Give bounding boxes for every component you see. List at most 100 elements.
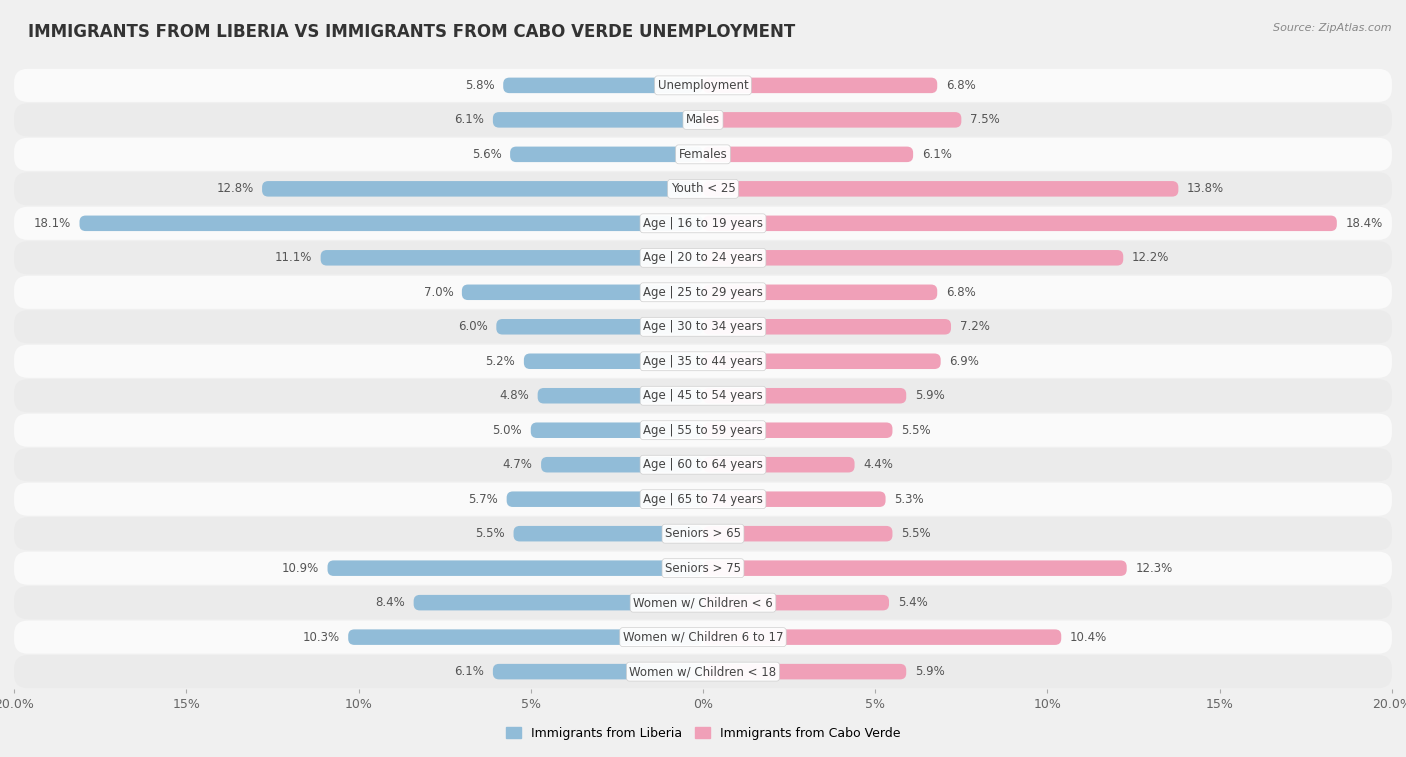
- Text: 10.4%: 10.4%: [1070, 631, 1107, 643]
- FancyBboxPatch shape: [328, 560, 703, 576]
- Text: Females: Females: [679, 148, 727, 160]
- FancyBboxPatch shape: [494, 664, 703, 679]
- Text: 11.1%: 11.1%: [274, 251, 312, 264]
- FancyBboxPatch shape: [524, 354, 703, 369]
- FancyBboxPatch shape: [349, 629, 703, 645]
- FancyBboxPatch shape: [14, 69, 1392, 102]
- FancyBboxPatch shape: [14, 621, 1392, 654]
- Text: 5.7%: 5.7%: [468, 493, 498, 506]
- Text: Women w/ Children < 18: Women w/ Children < 18: [630, 665, 776, 678]
- Text: Age | 35 to 44 years: Age | 35 to 44 years: [643, 355, 763, 368]
- Text: Youth < 25: Youth < 25: [671, 182, 735, 195]
- FancyBboxPatch shape: [703, 319, 950, 335]
- FancyBboxPatch shape: [413, 595, 703, 610]
- Text: 5.5%: 5.5%: [475, 527, 505, 540]
- Text: Source: ZipAtlas.com: Source: ZipAtlas.com: [1274, 23, 1392, 33]
- Text: 13.8%: 13.8%: [1187, 182, 1225, 195]
- Text: 7.5%: 7.5%: [970, 114, 1000, 126]
- Text: Age | 65 to 74 years: Age | 65 to 74 years: [643, 493, 763, 506]
- FancyBboxPatch shape: [703, 560, 1126, 576]
- FancyBboxPatch shape: [14, 344, 1392, 378]
- Text: 6.1%: 6.1%: [922, 148, 952, 160]
- Text: 4.7%: 4.7%: [502, 458, 533, 471]
- Text: Age | 45 to 54 years: Age | 45 to 54 years: [643, 389, 763, 402]
- Text: Age | 60 to 64 years: Age | 60 to 64 years: [643, 458, 763, 471]
- FancyBboxPatch shape: [703, 526, 893, 541]
- FancyBboxPatch shape: [703, 78, 938, 93]
- FancyBboxPatch shape: [703, 595, 889, 610]
- FancyBboxPatch shape: [703, 457, 855, 472]
- FancyBboxPatch shape: [703, 388, 907, 403]
- Text: 6.1%: 6.1%: [454, 114, 484, 126]
- FancyBboxPatch shape: [503, 78, 703, 93]
- FancyBboxPatch shape: [703, 147, 912, 162]
- Text: 12.2%: 12.2%: [1132, 251, 1170, 264]
- Text: Seniors > 75: Seniors > 75: [665, 562, 741, 575]
- FancyBboxPatch shape: [703, 422, 893, 438]
- Text: Age | 16 to 19 years: Age | 16 to 19 years: [643, 217, 763, 230]
- Text: 7.2%: 7.2%: [960, 320, 990, 333]
- Text: 5.2%: 5.2%: [485, 355, 515, 368]
- Text: 5.8%: 5.8%: [465, 79, 495, 92]
- FancyBboxPatch shape: [14, 310, 1392, 344]
- Text: 5.0%: 5.0%: [492, 424, 522, 437]
- FancyBboxPatch shape: [461, 285, 703, 300]
- FancyBboxPatch shape: [14, 207, 1392, 240]
- FancyBboxPatch shape: [703, 664, 907, 679]
- Text: 6.0%: 6.0%: [458, 320, 488, 333]
- FancyBboxPatch shape: [531, 422, 703, 438]
- FancyBboxPatch shape: [506, 491, 703, 507]
- Text: Unemployment: Unemployment: [658, 79, 748, 92]
- Text: 6.8%: 6.8%: [946, 286, 976, 299]
- FancyBboxPatch shape: [14, 483, 1392, 516]
- Text: Age | 55 to 59 years: Age | 55 to 59 years: [643, 424, 763, 437]
- FancyBboxPatch shape: [14, 276, 1392, 309]
- FancyBboxPatch shape: [703, 181, 1178, 197]
- Text: Age | 20 to 24 years: Age | 20 to 24 years: [643, 251, 763, 264]
- FancyBboxPatch shape: [14, 517, 1392, 550]
- FancyBboxPatch shape: [14, 138, 1392, 171]
- FancyBboxPatch shape: [494, 112, 703, 128]
- FancyBboxPatch shape: [321, 250, 703, 266]
- Text: 4.4%: 4.4%: [863, 458, 893, 471]
- FancyBboxPatch shape: [14, 655, 1392, 688]
- Text: 5.9%: 5.9%: [915, 389, 945, 402]
- FancyBboxPatch shape: [703, 491, 886, 507]
- Text: 10.9%: 10.9%: [281, 562, 319, 575]
- FancyBboxPatch shape: [14, 379, 1392, 413]
- Text: 18.1%: 18.1%: [34, 217, 70, 230]
- FancyBboxPatch shape: [262, 181, 703, 197]
- Text: 4.8%: 4.8%: [499, 389, 529, 402]
- Text: 18.4%: 18.4%: [1346, 217, 1382, 230]
- FancyBboxPatch shape: [14, 103, 1392, 136]
- Text: 5.9%: 5.9%: [915, 665, 945, 678]
- Text: 8.4%: 8.4%: [375, 597, 405, 609]
- FancyBboxPatch shape: [510, 147, 703, 162]
- FancyBboxPatch shape: [14, 586, 1392, 619]
- Text: 6.8%: 6.8%: [946, 79, 976, 92]
- Text: 7.0%: 7.0%: [423, 286, 453, 299]
- Text: Seniors > 65: Seniors > 65: [665, 527, 741, 540]
- FancyBboxPatch shape: [537, 388, 703, 403]
- Text: 10.3%: 10.3%: [302, 631, 340, 643]
- FancyBboxPatch shape: [80, 216, 703, 231]
- Text: Age | 30 to 34 years: Age | 30 to 34 years: [643, 320, 763, 333]
- FancyBboxPatch shape: [14, 173, 1392, 205]
- Text: Women w/ Children < 6: Women w/ Children < 6: [633, 597, 773, 609]
- Text: 5.3%: 5.3%: [894, 493, 924, 506]
- Text: Males: Males: [686, 114, 720, 126]
- Text: 6.9%: 6.9%: [949, 355, 979, 368]
- Legend: Immigrants from Liberia, Immigrants from Cabo Verde: Immigrants from Liberia, Immigrants from…: [501, 721, 905, 745]
- FancyBboxPatch shape: [541, 457, 703, 472]
- FancyBboxPatch shape: [513, 526, 703, 541]
- FancyBboxPatch shape: [703, 216, 1337, 231]
- FancyBboxPatch shape: [703, 285, 938, 300]
- FancyBboxPatch shape: [14, 413, 1392, 447]
- Text: 12.3%: 12.3%: [1135, 562, 1173, 575]
- FancyBboxPatch shape: [703, 250, 1123, 266]
- FancyBboxPatch shape: [703, 112, 962, 128]
- FancyBboxPatch shape: [703, 629, 1062, 645]
- Text: 5.6%: 5.6%: [472, 148, 502, 160]
- Text: 5.5%: 5.5%: [901, 424, 931, 437]
- FancyBboxPatch shape: [14, 448, 1392, 481]
